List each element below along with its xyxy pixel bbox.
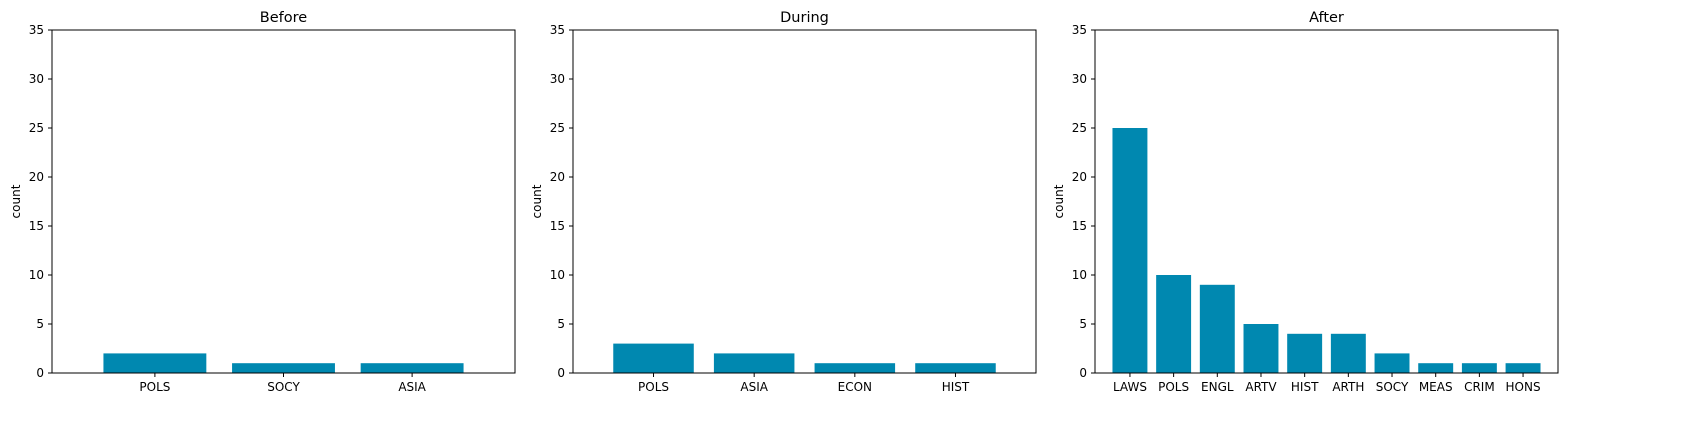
y-tick-label: 5 (36, 317, 44, 331)
chart-panel-1: POLS SOCY ASIA 0 5 10 15 20 25 30 35 Before count (9, 10, 516, 394)
x-tick-label: POLS (638, 380, 669, 394)
bar-arth (1330, 333, 1366, 373)
y-tick-label: 15 (550, 219, 565, 233)
chart-title: During (780, 10, 829, 26)
y-tick-label: 10 (29, 268, 44, 282)
bar-asia (360, 363, 464, 373)
chart-panel-2: POLS ASIA ECON HIST 0 5 10 15 20 25 30 35 During coun… (530, 10, 1037, 394)
x-tick-label: ECON (838, 380, 872, 394)
y-axis-label: count (530, 184, 544, 218)
bar-engl (1199, 284, 1235, 373)
bar-asia (713, 353, 795, 373)
x-tick-label: CRIM (1464, 380, 1495, 394)
x-tick-label: ASIA (740, 380, 768, 394)
bar-pols (103, 353, 207, 373)
bar-hons (1505, 363, 1541, 373)
bar-hist (1287, 333, 1323, 373)
y-tick-label: 0 (36, 366, 44, 380)
x-tick-label: SOCY (267, 380, 300, 394)
chart-panel-3: LAWS POLS ENGL ARTV HIST ARTH SOCY MEAS CRIM HONS… (1052, 10, 1559, 394)
y-tick-label: 35 (550, 23, 565, 37)
y-tick-label: 10 (550, 268, 565, 282)
bar-hist (915, 363, 996, 373)
bar-meas (1418, 363, 1454, 373)
y-tick-label: 25 (1072, 121, 1087, 135)
chart-title: Before (260, 10, 307, 26)
x-tick-label: ARTH (1332, 380, 1364, 394)
y-tick-label: 0 (557, 366, 565, 380)
bar-pols (1156, 275, 1192, 373)
bar-artv (1243, 324, 1279, 373)
y-tick-label: 30 (29, 72, 44, 86)
x-tick-label: SOCY (1376, 380, 1409, 394)
axes-frame (1094, 29, 1559, 374)
bar-crim (1461, 363, 1497, 373)
y-tick-label: 30 (1072, 72, 1087, 86)
y-tick-label: 25 (550, 121, 565, 135)
x-tick-label: POLS (139, 380, 170, 394)
bar-socy (1374, 353, 1410, 373)
x-tick-label: HONS (1506, 380, 1541, 394)
y-tick-label: 0 (1079, 366, 1087, 380)
x-tick-label: ENGL (1201, 380, 1234, 394)
y-tick-label: 20 (29, 170, 44, 184)
axes-frame (51, 29, 516, 374)
bar-econ (814, 363, 896, 373)
y-tick-label: 35 (29, 23, 44, 37)
axes-frame (572, 29, 1037, 374)
bar-pols (613, 343, 694, 373)
x-tick-label: LAWS (1113, 380, 1147, 394)
bar-laws (1112, 128, 1148, 373)
y-tick-label: 20 (550, 170, 565, 184)
x-tick-label: HIST (942, 380, 970, 394)
y-tick-label: 35 (1072, 23, 1087, 37)
chart-title: After (1309, 10, 1344, 26)
x-tick-label: HIST (1291, 380, 1319, 394)
y-tick-label: 10 (1072, 268, 1087, 282)
x-tick-label: ASIA (398, 380, 426, 394)
y-tick-label: 5 (1079, 317, 1087, 331)
x-tick-label: MEAS (1419, 380, 1453, 394)
y-tick-label: 5 (557, 317, 565, 331)
y-tick-label: 25 (29, 121, 44, 135)
y-axis-label: count (1052, 184, 1066, 218)
x-tick-label: ARTV (1245, 380, 1277, 394)
y-tick-label: 20 (1072, 170, 1087, 184)
y-tick-label: 15 (29, 219, 44, 233)
y-tick-label: 15 (1072, 219, 1087, 233)
y-tick-label: 30 (550, 72, 565, 86)
bar-socy (232, 363, 335, 373)
x-tick-label: POLS (1158, 380, 1189, 394)
y-axis-label: count (9, 184, 23, 218)
